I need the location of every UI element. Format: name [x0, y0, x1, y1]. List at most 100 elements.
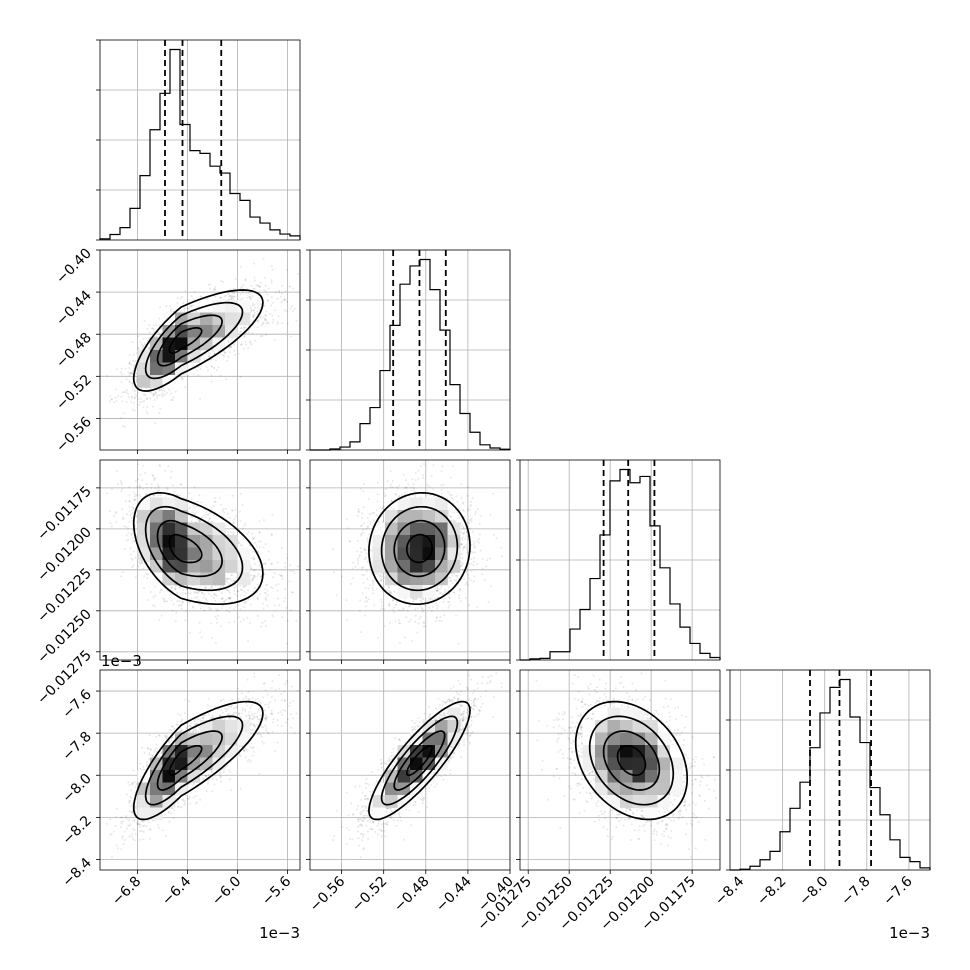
sample-point	[223, 600, 226, 603]
sample-point	[239, 608, 242, 611]
sample-point	[258, 297, 261, 300]
sample-point	[262, 696, 265, 699]
sample-point	[224, 579, 227, 582]
sample-point	[258, 707, 261, 710]
sample-point	[422, 797, 425, 799]
sample-point	[240, 588, 243, 591]
sample-point	[247, 598, 250, 601]
sample-point	[457, 507, 460, 510]
sample-point	[577, 690, 580, 693]
sample-point	[242, 328, 245, 331]
sample-point	[357, 562, 359, 565]
sample-point	[230, 579, 233, 582]
sample-point	[400, 609, 403, 612]
sample-point	[233, 349, 236, 352]
density-cell	[670, 782, 683, 796]
sample-point	[694, 816, 697, 819]
sample-point	[457, 679, 460, 682]
sample-point	[271, 314, 274, 317]
sample-point	[581, 787, 584, 789]
sample-point	[250, 742, 253, 745]
sample-point	[270, 586, 273, 589]
sample-point	[247, 346, 250, 349]
sample-point	[142, 344, 145, 347]
sample-point	[373, 604, 376, 607]
sample-point	[155, 735, 158, 738]
sample-point	[605, 696, 608, 699]
sample-point	[382, 778, 385, 781]
sample-point	[605, 699, 608, 702]
sample-point	[276, 561, 279, 564]
sample-point	[578, 812, 581, 815]
sample-point	[172, 725, 174, 728]
sample-point	[181, 718, 184, 721]
panel-content	[100, 670, 300, 870]
sample-point	[223, 354, 226, 357]
sample-point	[168, 820, 171, 823]
sample-point	[600, 813, 603, 816]
sample-point	[146, 560, 149, 562]
sample-point	[173, 491, 176, 493]
sample-point	[220, 708, 223, 711]
sample-point	[237, 687, 240, 690]
sample-point	[402, 608, 405, 611]
sample-point	[556, 719, 559, 721]
density-cell	[397, 560, 411, 573]
sample-point	[166, 736, 169, 739]
sample-point	[450, 519, 453, 522]
sample-point	[114, 824, 117, 827]
sample-point	[243, 602, 246, 604]
sample-point	[256, 550, 259, 553]
sample-point	[250, 343, 253, 346]
sample-point	[271, 321, 274, 324]
sample-point	[120, 816, 123, 819]
sample-point	[392, 819, 395, 822]
sample-point	[263, 276, 266, 279]
density-cell	[410, 782, 423, 796]
sample-point	[358, 555, 361, 558]
sample-point	[215, 607, 218, 610]
panel-frame	[729, 669, 931, 871]
sample-point	[441, 703, 444, 706]
density-cell	[225, 720, 238, 733]
sample-point	[280, 693, 283, 696]
sample-point	[197, 305, 200, 308]
sample-point	[252, 316, 255, 319]
sample-point	[386, 823, 389, 826]
sample-point	[259, 281, 262, 284]
sample-point	[227, 341, 230, 343]
sample-point	[178, 805, 181, 808]
sample-point	[243, 336, 246, 339]
sample-point	[152, 393, 155, 396]
sample-point	[253, 262, 256, 265]
sample-point	[615, 826, 618, 829]
density-cell	[447, 720, 461, 733]
sample-point	[653, 839, 656, 842]
hist-panel-3	[726, 669, 931, 871]
sample-point	[398, 738, 400, 741]
sample-point	[174, 587, 177, 590]
sample-point	[421, 607, 423, 610]
sample-point	[134, 393, 137, 396]
sample-point	[170, 470, 173, 473]
sample-point	[135, 515, 138, 518]
sample-point	[419, 604, 422, 607]
sample-point	[360, 525, 362, 528]
sample-point	[471, 497, 474, 500]
sample-point	[214, 641, 217, 644]
sample-point	[197, 730, 200, 733]
sample-point	[137, 821, 140, 824]
sample-point	[286, 322, 289, 325]
sample-point	[366, 810, 369, 813]
density-cell	[200, 535, 213, 548]
sample-point	[685, 822, 688, 825]
sample-point	[233, 518, 236, 521]
sample-point	[134, 390, 136, 393]
sample-point	[142, 820, 145, 823]
sample-point	[249, 603, 252, 606]
sample-point	[618, 682, 621, 685]
sample-point	[364, 558, 366, 560]
sample-point	[470, 715, 473, 718]
sample-point	[323, 585, 325, 587]
sample-point	[656, 822, 659, 825]
